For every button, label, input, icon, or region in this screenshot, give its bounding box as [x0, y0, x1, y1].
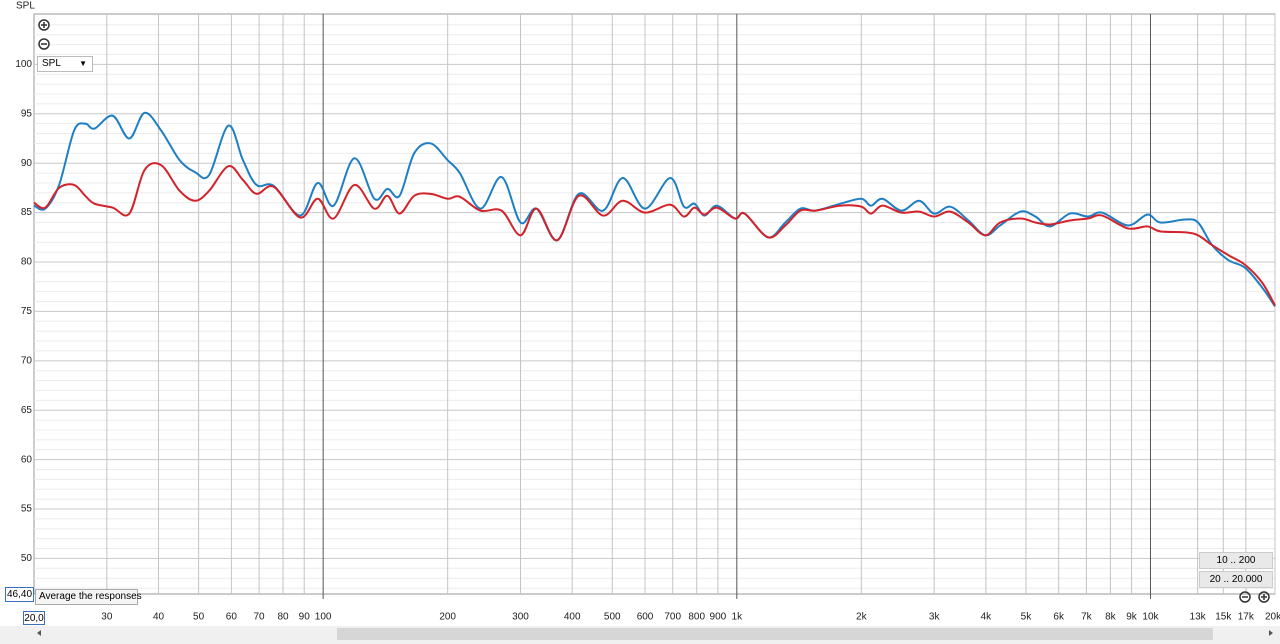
y-tick-label: 95	[21, 108, 33, 119]
x-tick-label: 10k	[1142, 612, 1159, 623]
x-tick-label: 6k	[1053, 612, 1065, 623]
x-min-input[interactable]: 20,0	[23, 611, 45, 625]
dropdown-arrow: ▼	[79, 59, 87, 68]
x-tick-label: 600	[637, 612, 654, 623]
y-tick-label: 70	[21, 355, 33, 366]
grid	[34, 14, 1276, 594]
plot-area	[33, 13, 1276, 595]
series-line	[33, 111, 1276, 308]
x-tick-label: 60	[226, 612, 238, 623]
x-tick-label: 17k	[1238, 612, 1255, 623]
scroll-left[interactable]	[37, 630, 41, 636]
y-tick-label: 50	[21, 553, 33, 564]
y-tick-label: 80	[21, 257, 33, 268]
x-tick-label: 70	[254, 612, 266, 623]
x-tick-label: 15k	[1215, 612, 1232, 623]
x-tick-label: 200	[439, 612, 456, 623]
x-tick-label: 5k	[1021, 612, 1033, 623]
x-tick-label: 500	[604, 612, 621, 623]
x-tick-label: 4k	[981, 612, 993, 623]
x-tick-label: 50	[193, 612, 205, 623]
range-button[interactable]: 20 .. 20.000	[1199, 571, 1273, 588]
scroll-thumb[interactable]	[337, 628, 1213, 640]
x-tick-label: 20kHz	[1265, 612, 1280, 623]
y-tick-label: 100	[15, 59, 32, 70]
x-tick-label: 8k	[1105, 612, 1117, 623]
x-tick-label: 80	[277, 612, 289, 623]
x-tick-label: 900	[710, 612, 727, 623]
x-tick-label: 3k	[929, 612, 941, 623]
dropdown[interactable]: SPL ▼	[37, 56, 93, 72]
x-tick-label: 90	[299, 612, 311, 623]
y-tick-label: 75	[21, 306, 33, 317]
y-tick-label: 90	[21, 158, 33, 169]
y-tick-label: 65	[21, 405, 33, 416]
x-tick-label: 800	[688, 612, 705, 623]
x-tick-label: 9k	[1126, 612, 1138, 623]
x-tick-label: 1k	[732, 612, 744, 623]
x-tick-label: 300	[512, 612, 529, 623]
zoom-in-x[interactable]	[1258, 591, 1270, 603]
y-tick-label: 85	[21, 207, 33, 218]
x-tick-label: 7k	[1081, 612, 1093, 623]
tooltip: Average the responses	[35, 589, 142, 605]
y-tick-label: 60	[21, 454, 33, 465]
zoom-out[interactable]	[38, 38, 50, 50]
y-tick-label: 55	[21, 504, 33, 515]
x-tick-label: 13k	[1190, 612, 1207, 623]
series-line	[33, 162, 1276, 306]
y-axis-label: SPL	[16, 1, 35, 12]
zoom-in[interactable]	[38, 19, 50, 31]
x-tick-label: 100	[315, 612, 332, 623]
x-tick-label: 400	[564, 612, 581, 623]
scroll-right[interactable]	[1269, 630, 1273, 636]
x-tick-label: 30	[101, 612, 113, 623]
x-tick-label: 40	[153, 612, 165, 623]
x-tick-label: 2k	[856, 612, 868, 623]
dropdown-label: SPL	[42, 58, 61, 69]
y-min-input[interactable]: 46,40	[5, 587, 34, 602]
zoom-out-x[interactable]	[1239, 591, 1251, 603]
x-tick-label: 700	[664, 612, 681, 623]
range-button[interactable]: 10 .. 200	[1199, 552, 1273, 569]
